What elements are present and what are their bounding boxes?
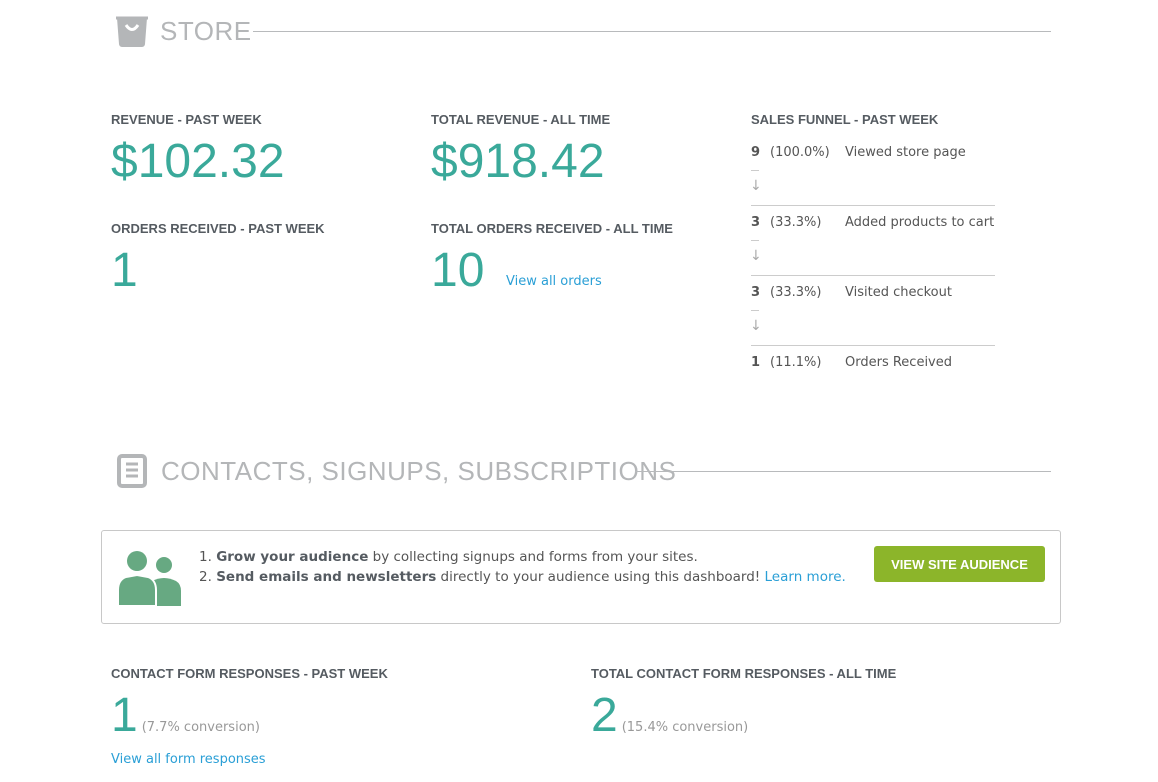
divider: [253, 31, 1051, 32]
view-all-orders-link[interactable]: View all orders: [506, 274, 602, 289]
document-icon: [117, 454, 147, 488]
funnel-count: 9: [751, 145, 761, 160]
arrow-down-icon: ↓: [750, 248, 762, 264]
funnel-pct: (100.0%): [770, 145, 830, 160]
contact-all-stat: 2 (15.4% conversion): [591, 688, 748, 743]
step-number: 1.: [199, 549, 212, 565]
arrow-down-icon: ↓: [750, 318, 762, 334]
contact-all-label: TOTAL CONTACT FORM RESPONSES - ALL TIME: [591, 666, 897, 681]
store-section-header: STORE: [114, 14, 252, 48]
funnel-step: 9 (100.0%) Viewed store page: [751, 145, 996, 160]
funnel-count: 3: [751, 285, 761, 300]
learn-more-link[interactable]: Learn more.: [764, 569, 846, 585]
contacts-section-header: CONTACTS, SIGNUPS, SUBSCRIPTIONS: [117, 454, 676, 488]
step-number: 2.: [199, 569, 212, 585]
orders-week-value: 1: [111, 244, 138, 297]
funnel-name: Visited checkout: [845, 285, 952, 300]
contact-week-stat: 1 (7.7% conversion): [111, 688, 260, 743]
divider: [635, 471, 1051, 472]
step-text: by collecting signups and forms from you…: [368, 549, 698, 565]
funnel-name: Added products to cart: [845, 215, 995, 230]
funnel-pct: (33.3%): [770, 215, 822, 230]
view-all-form-responses-link[interactable]: View all form responses: [111, 752, 266, 767]
divider: [751, 275, 995, 276]
orders-all-value: 10: [431, 244, 485, 297]
divider: [751, 205, 995, 206]
orders-all-label: TOTAL ORDERS RECEIVED - ALL TIME: [431, 221, 673, 236]
funnel-label: SALES FUNNEL - PAST WEEK: [751, 112, 939, 127]
contact-week-label: CONTACT FORM RESPONSES - PAST WEEK: [111, 666, 388, 681]
step-text: directly to your audience using this das…: [436, 569, 765, 585]
revenue-week-label: REVENUE - PAST WEEK: [111, 112, 262, 127]
funnel-step: 3 (33.3%) Added products to cart: [751, 215, 996, 230]
divider: [751, 345, 995, 346]
view-site-audience-button[interactable]: VIEW SITE AUDIENCE: [874, 546, 1045, 582]
audience-info-box: 1. Grow your audience by collecting sign…: [101, 530, 1061, 624]
contacts-title: CONTACTS, SIGNUPS, SUBSCRIPTIONS: [161, 455, 677, 486]
dash: [751, 310, 759, 311]
funnel-name: Viewed store page: [845, 145, 966, 160]
conversion-text: (15.4% conversion): [621, 720, 749, 735]
step-bold: Send emails and newsletters: [216, 569, 437, 585]
funnel-count: 1: [751, 355, 761, 370]
audience-info-text: 1. Grow your audience by collecting sign…: [199, 547, 846, 587]
contact-all-value: 2: [591, 689, 618, 742]
dash: [751, 170, 759, 171]
revenue-week-value: $102.32: [111, 135, 285, 188]
orders-week-label: ORDERS RECEIVED - PAST WEEK: [111, 221, 325, 236]
funnel-pct: (11.1%): [770, 355, 822, 370]
funnel-pct: (33.3%): [770, 285, 822, 300]
conversion-text: (7.7% conversion): [141, 720, 260, 735]
funnel-step: 3 (33.3%) Visited checkout: [751, 285, 996, 300]
funnel-step: 1 (11.1%) Orders Received: [751, 355, 996, 370]
revenue-all-value: $918.42: [431, 135, 605, 188]
contact-week-value: 1: [111, 689, 138, 742]
store-title: STORE: [160, 15, 252, 46]
revenue-all-label: TOTAL REVENUE - ALL TIME: [431, 112, 611, 127]
shopping-bag-icon: [116, 16, 148, 47]
users-icon: [117, 551, 181, 606]
funnel-name: Orders Received: [845, 355, 952, 370]
arrow-down-icon: ↓: [750, 178, 762, 194]
funnel-count: 3: [751, 215, 761, 230]
dash: [751, 240, 759, 241]
step-bold: Grow your audience: [216, 549, 369, 565]
